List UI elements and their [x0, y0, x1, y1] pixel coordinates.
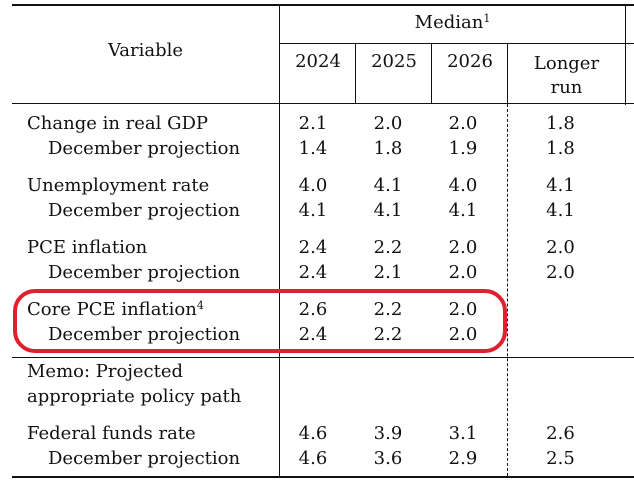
- table-cell: 2.6: [546, 423, 575, 444]
- table-cell: 1.9: [448, 138, 478, 159]
- table-cell: 2.4: [298, 237, 328, 258]
- row-label-december-projection: December projection: [48, 200, 241, 221]
- median-underline: [280, 43, 634, 44]
- table-cell: 4.1: [298, 200, 328, 221]
- table-cell: 1.4: [298, 138, 328, 159]
- table-cell: 2.0: [448, 299, 478, 320]
- table-cell: 2.0: [546, 262, 575, 283]
- table-cell: 2.0: [448, 237, 478, 258]
- row-label-pce-inflation: PCE inflation: [27, 237, 148, 258]
- longer-run-header: Longer run: [508, 52, 625, 100]
- table-cell: 2.6: [298, 299, 328, 320]
- row-label-unemployment: Unemployment rate: [27, 175, 210, 196]
- table-cell: 4.0: [448, 175, 478, 196]
- table-cell: 3.1: [448, 423, 478, 444]
- table-cell: 2.0: [448, 113, 478, 134]
- median-footnote-marker: 1: [483, 12, 491, 25]
- year-divider-1: [355, 43, 356, 104]
- row-label-december-projection: December projection: [48, 324, 241, 345]
- table-cell: 2.0: [448, 262, 478, 283]
- core-pce-highlight-outline: [13, 289, 507, 353]
- table-cell: 3.9: [373, 423, 403, 444]
- longer-run-dashed-divider: [507, 104, 508, 476]
- variable-column-divider: [279, 5, 280, 477]
- table-cell: 3.6: [373, 448, 403, 469]
- right-edge-divider: [625, 5, 626, 105]
- row-label-federal-funds-rate: Federal funds rate: [27, 423, 196, 444]
- core-pce-label-text: Core PCE inflation: [27, 299, 197, 320]
- table-cell: 2.2: [373, 324, 403, 345]
- table-cell: 2.0: [546, 237, 575, 258]
- longer-run-header-line1: Longer: [533, 53, 600, 74]
- year-header-2024: 2024: [295, 51, 341, 72]
- row-label-core-pce-inflation: Core PCE inflation4: [27, 300, 204, 320]
- table-cell: 1.8: [546, 113, 575, 134]
- table-cell: 4.1: [373, 200, 403, 221]
- table-cell: 2.4: [298, 262, 328, 283]
- table-cell: 2.5: [546, 448, 575, 469]
- row-label-real-gdp: Change in real GDP: [27, 113, 209, 134]
- table-cell: 2.2: [373, 299, 403, 320]
- table-cell: 2.2: [373, 237, 403, 258]
- year-divider-3: [507, 43, 508, 104]
- row-label-december-projection: December projection: [48, 448, 241, 469]
- memo-label-line1: Memo: Projected: [27, 361, 184, 382]
- table-cell: 2.0: [373, 113, 403, 134]
- table-cell: 4.0: [298, 175, 328, 196]
- table-cell: 4.1: [546, 200, 575, 221]
- row-label-december-projection: December projection: [48, 262, 241, 283]
- table-top-rule: [12, 4, 634, 6]
- table-cell: 4.1: [546, 175, 575, 196]
- median-header: Median1: [280, 13, 625, 33]
- variable-header: Variable: [107, 40, 184, 61]
- table-cell: 2.9: [448, 448, 478, 469]
- memo-separator-rule: [12, 357, 634, 358]
- table-bottom-rule: [12, 476, 634, 478]
- memo-label-line2: appropriate policy path: [27, 386, 242, 407]
- table-cell: 4.6: [298, 423, 328, 444]
- table-cell: 1.8: [546, 138, 575, 159]
- table-cell: 2.1: [373, 262, 403, 283]
- core-pce-footnote-marker: 4: [196, 299, 204, 312]
- table-cell: 2.4: [298, 324, 328, 345]
- median-header-label: Median: [414, 12, 484, 33]
- table-cell: 1.8: [373, 138, 403, 159]
- year-header-2026: 2026: [447, 51, 493, 72]
- year-divider-2: [431, 43, 432, 104]
- table-cell: 4.1: [373, 175, 403, 196]
- header-bottom-rule: [12, 103, 634, 104]
- longer-run-header-line2: run: [550, 77, 583, 98]
- table-cell: 2.1: [298, 113, 328, 134]
- table-cell: 4.1: [448, 200, 478, 221]
- row-label-december-projection: December projection: [48, 138, 241, 159]
- table-cell: 4.6: [298, 448, 328, 469]
- table-cell: 2.0: [448, 324, 478, 345]
- year-header-2025: 2025: [371, 51, 417, 72]
